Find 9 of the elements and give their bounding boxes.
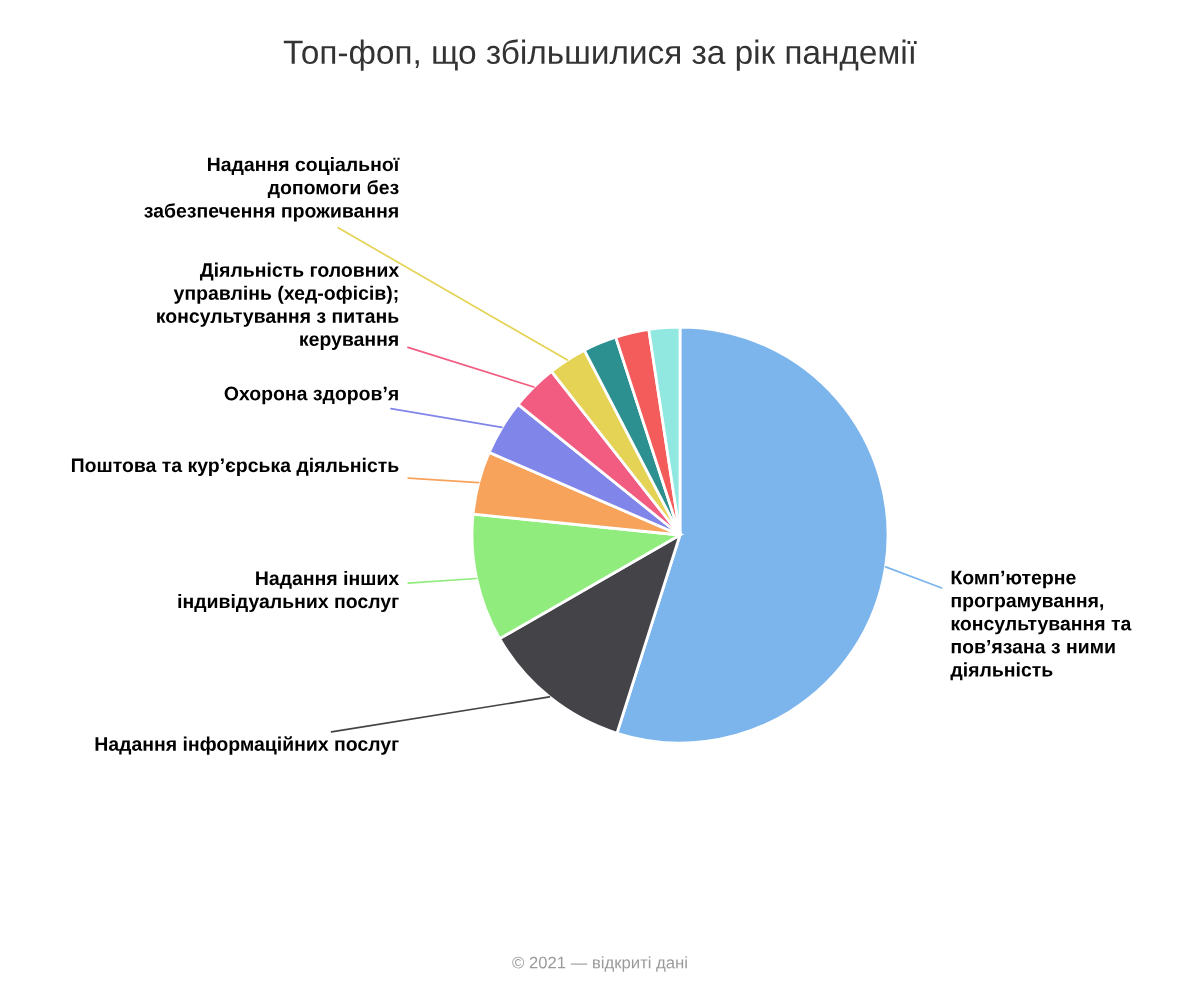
slice-label: Надання інформаційних послуг: [95, 736, 399, 755]
slice-label: Комп’ютерне програмування, консультування та пов’язана з ними діяльність: [950, 570, 1132, 681]
slice-label: Охорона здоров’я: [224, 386, 398, 405]
slice-label: Поштова та кур’єрська діяльність: [71, 457, 399, 476]
slice-label: Надання соціальної допомоги без забезпечення проживання: [144, 157, 400, 222]
chart-title: Топ-фоп, що збільшилися за рік пандемії: [283, 39, 917, 71]
text: © 2021 — відкриті дані: [512, 956, 687, 972]
slice-label: Надання інших індивідуальних послуг: [178, 570, 400, 613]
slice-label: Діяльність головних управлінь (хед-офісів); консультування з питань керування: [157, 262, 400, 350]
